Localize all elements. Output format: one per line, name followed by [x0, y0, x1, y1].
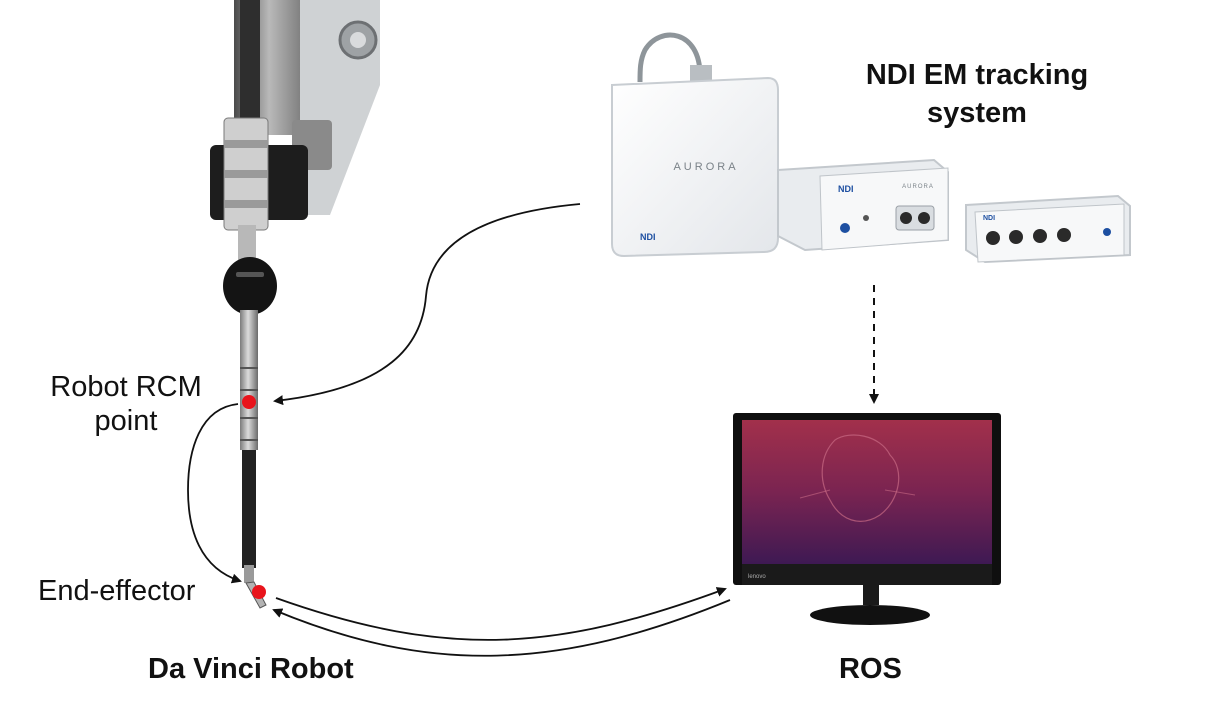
ndi-logo-control-unit: NDI — [838, 184, 854, 194]
ndi-logo-large: NDI — [640, 232, 656, 242]
ndi-sensor-interface-unit: NDI — [965, 194, 1131, 264]
aurora-brand-control-unit: AURORA — [902, 184, 934, 190]
monitor-brand: lenovo — [748, 574, 766, 580]
arrow-rcm-to-end-effector — [187, 403, 242, 584]
rcm-point-marker — [242, 395, 256, 409]
ros-computer-monitor: lenovo — [733, 413, 1001, 625]
connection-arrows — [187, 203, 879, 657]
da-vinci-robot-arm — [210, 0, 380, 609]
arrow-ros-to-robot — [272, 599, 731, 657]
aurora-brand-large: AURORA — [673, 161, 738, 173]
robot-rcm-label-line2: point — [94, 405, 158, 437]
arrow-em-to-rcm — [273, 203, 581, 406]
ndi-control-unit: NDI AURORA — [777, 158, 949, 252]
ros-label: ROS — [839, 653, 902, 685]
robot-rcm-point-label: Robot RCM point — [36, 370, 216, 438]
em-tracking-system-label: NDI EM tracking system — [865, 59, 1089, 129]
ndi-logo-interface-unit: NDI — [983, 215, 995, 222]
da-vinci-robot-label: Da Vinci Robot — [148, 653, 354, 685]
end-effector-label: End-effector — [38, 575, 196, 607]
robot-rcm-label-line1: Robot RCM — [50, 371, 202, 403]
end-effector-marker — [252, 585, 266, 599]
aurora-field-generator: AURORA NDI — [611, 32, 779, 258]
arrow-robot-to-ros — [275, 587, 727, 641]
